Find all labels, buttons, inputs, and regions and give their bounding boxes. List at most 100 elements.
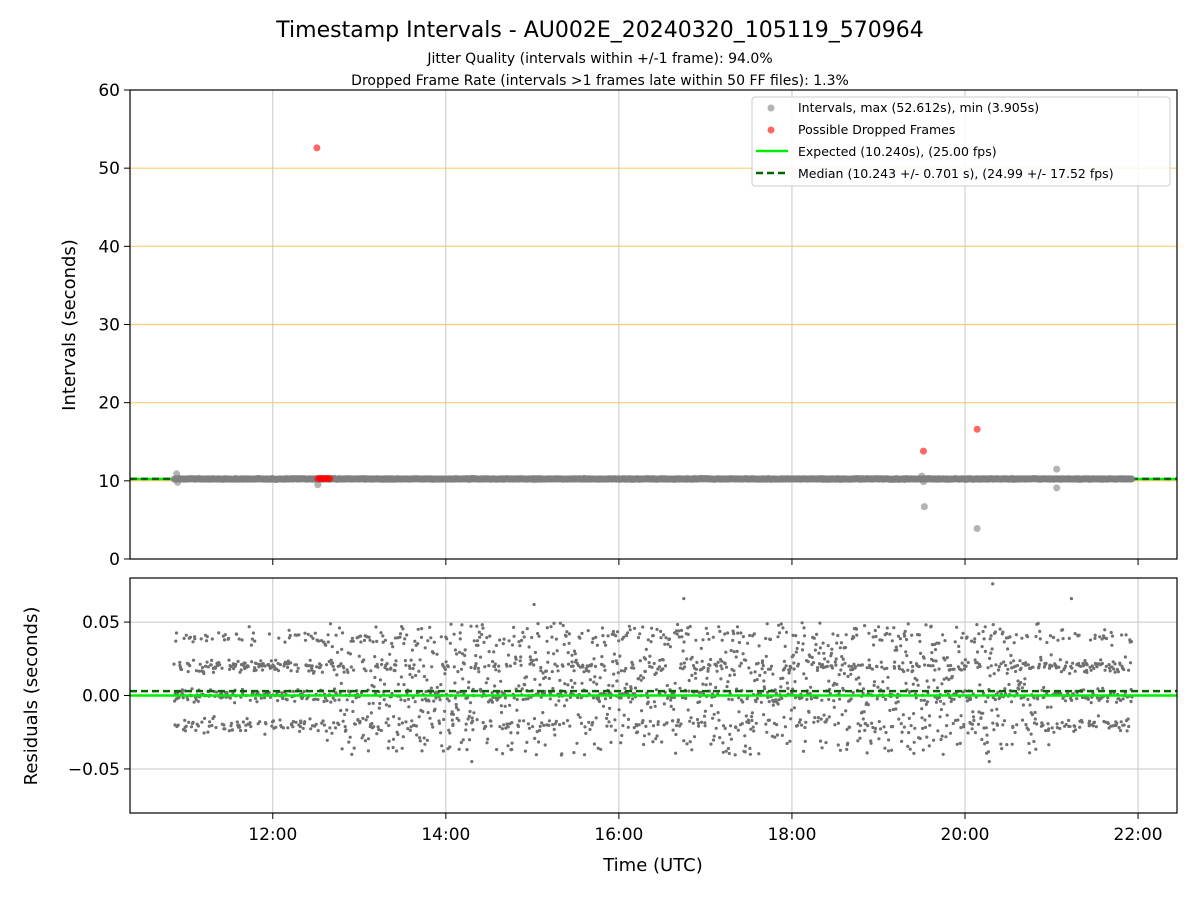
residual-point — [639, 674, 643, 678]
residual-point — [732, 632, 736, 636]
residual-point — [760, 659, 765, 663]
residual-point — [339, 681, 343, 686]
residual-point — [718, 736, 722, 740]
residual-point — [517, 640, 521, 644]
residual-point — [983, 649, 988, 654]
residual-point — [690, 673, 694, 678]
residual-point — [841, 688, 846, 692]
residual-point — [835, 682, 839, 687]
residual-point — [723, 632, 727, 636]
residual-point — [966, 731, 970, 735]
residual-point — [886, 749, 891, 753]
residual-point — [973, 731, 978, 735]
residual-point — [1111, 660, 1115, 664]
residual-point — [398, 635, 402, 639]
residual-point — [567, 632, 572, 636]
residual-point — [428, 625, 432, 630]
residual-point — [867, 631, 871, 635]
residual-point — [988, 674, 992, 678]
residual-point — [827, 679, 831, 683]
residual-point — [334, 633, 338, 637]
residual-point — [836, 633, 840, 638]
residual-point — [525, 627, 529, 631]
residual-point — [1126, 717, 1130, 721]
residual-point — [896, 634, 901, 638]
residual-point — [558, 621, 563, 625]
residual-point — [229, 665, 233, 669]
residual-point — [430, 722, 434, 726]
residual-point — [717, 625, 721, 629]
residual-point — [608, 706, 612, 711]
residual-point — [673, 681, 677, 685]
residual-point — [733, 753, 737, 757]
residual-point — [553, 722, 557, 726]
residual-point — [1020, 686, 1024, 690]
residual-point — [479, 689, 483, 693]
residual-point — [567, 641, 571, 645]
residual-point — [297, 633, 301, 637]
residual-point — [384, 721, 388, 725]
residual-point — [464, 722, 468, 726]
residual-point — [545, 639, 549, 643]
residual-point — [636, 636, 641, 640]
residual-point — [886, 675, 890, 679]
residual-point — [702, 714, 707, 718]
residual-point — [1001, 630, 1005, 634]
residual-point — [1099, 658, 1103, 662]
residual-point — [706, 669, 710, 673]
residual-point — [1038, 637, 1042, 641]
residual-point — [375, 662, 379, 666]
residual-point — [993, 630, 998, 634]
residual-point — [771, 672, 775, 676]
residual-point — [976, 722, 981, 726]
residual-point — [523, 749, 528, 753]
residual-point — [732, 669, 736, 673]
residual-point — [875, 665, 879, 669]
residual-point — [607, 683, 611, 687]
residual-point — [1080, 720, 1084, 724]
interval-outlier-point — [973, 525, 981, 533]
residual-point — [641, 719, 645, 723]
residual-point — [750, 711, 755, 715]
residual-point — [420, 698, 424, 702]
residual-point — [424, 690, 428, 694]
residual-point — [600, 655, 604, 659]
residual-point — [708, 682, 713, 686]
residual-point — [344, 728, 348, 732]
residual-point — [580, 631, 584, 636]
residual-point — [654, 671, 658, 675]
intervals-y-axis-label: Intervals (seconds) — [59, 239, 80, 411]
residual-point — [475, 639, 480, 643]
residual-point — [572, 751, 576, 755]
residual-point — [254, 696, 258, 701]
residual-point — [374, 625, 378, 629]
residual-point — [605, 716, 609, 721]
residual-point — [636, 730, 640, 734]
residual-point — [315, 665, 319, 669]
residual-point — [1033, 717, 1037, 721]
residual-point — [303, 720, 307, 724]
residual-point — [210, 637, 214, 641]
residual-point — [917, 664, 921, 669]
residual-point — [686, 626, 690, 630]
residual-point — [401, 627, 405, 631]
residual-point — [311, 636, 315, 641]
residual-point — [260, 668, 265, 672]
residual-point — [1098, 635, 1102, 639]
residual-point — [270, 724, 274, 728]
residual-point — [359, 640, 363, 644]
residual-point — [780, 696, 784, 701]
residual-point — [582, 753, 587, 757]
residual-point — [202, 731, 206, 735]
residual-point — [846, 741, 850, 745]
residual-point — [596, 746, 600, 750]
residual-point — [220, 666, 224, 670]
residual-point — [418, 739, 422, 743]
residual-point — [469, 624, 473, 628]
residual-point — [1110, 643, 1114, 647]
residual-point — [922, 656, 926, 660]
residual-point — [249, 725, 253, 729]
residual-point — [631, 663, 635, 667]
residual-point — [624, 666, 628, 671]
residual-point — [1036, 621, 1040, 626]
